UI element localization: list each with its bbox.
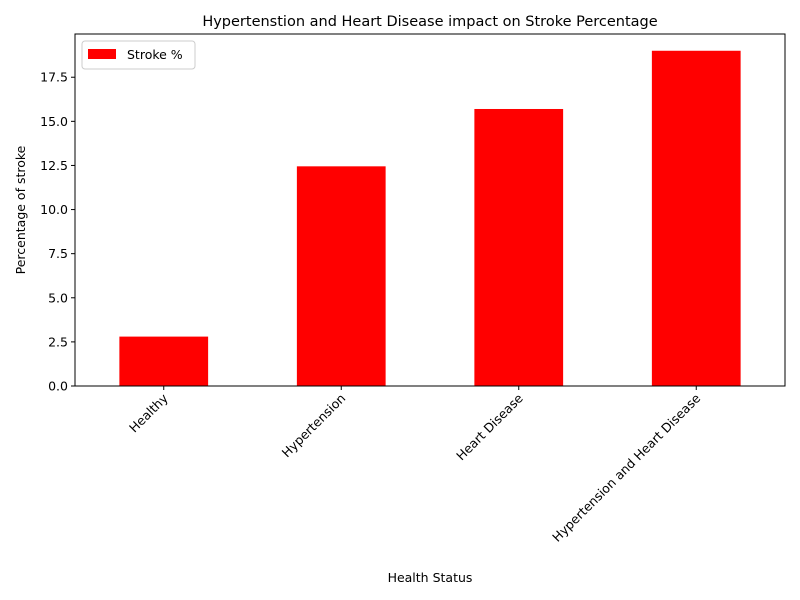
legend-label: Stroke % xyxy=(127,47,183,62)
x-axis-label: Health Status xyxy=(388,570,473,585)
y-tick-label: 0.0 xyxy=(48,379,68,394)
x-tick-label: Heart Disease xyxy=(453,390,526,463)
y-tick-label: 15.0 xyxy=(40,114,68,129)
plot-area: 0.0 2.5 5.0 7.5 10.0 12.5 15.0 17.5 Healthy Hype… xyxy=(40,33,786,545)
x-tick-label: Healthy xyxy=(126,390,171,435)
plot-frame xyxy=(74,33,786,387)
bar-heart-disease xyxy=(474,108,564,387)
y-tick-label: 2.5 xyxy=(48,334,68,349)
y-tick-label: 7.5 xyxy=(48,246,68,261)
bar-hypertension xyxy=(296,166,386,386)
legend-frame xyxy=(81,40,196,70)
y-tick-label: 12.5 xyxy=(40,158,68,173)
legend-swatch xyxy=(88,49,116,59)
bar-hypertension-and-heart-disease xyxy=(651,50,741,387)
legend: Stroke % xyxy=(81,40,196,70)
bar-healthy xyxy=(119,336,209,386)
x-tick-label: Hypertension and Heart Disease xyxy=(549,390,703,544)
y-tick-label: 5.0 xyxy=(48,290,68,305)
y-axis: 0.0 2.5 5.0 7.5 10.0 12.5 15.0 17.5 xyxy=(40,70,75,394)
y-axis-label: Percentage of stroke xyxy=(13,145,28,274)
bars xyxy=(119,50,741,387)
chart-title: Hypertenstion and Heart Disease impact o… xyxy=(202,14,657,30)
y-tick-label: 17.5 xyxy=(40,70,68,85)
x-tick-label: Hypertension xyxy=(279,391,349,461)
y-tick-label: 10.0 xyxy=(40,202,68,217)
x-axis: Healthy Hypertension Heart Disease Hyperten… xyxy=(126,386,704,545)
